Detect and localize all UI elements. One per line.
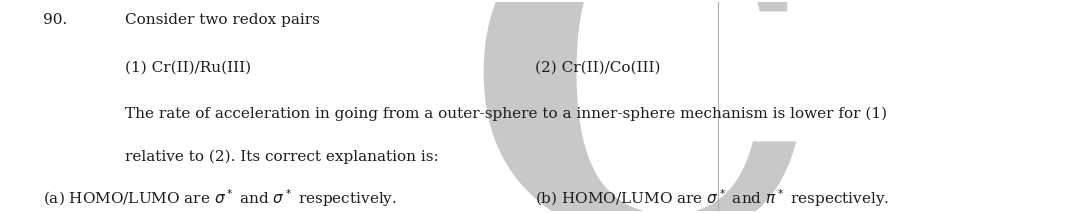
Text: relative to (2). Its correct explanation is:: relative to (2). Its correct explanation… [125,149,439,164]
Text: (2) Cr(II)/Co(III): (2) Cr(II)/Co(III) [535,60,660,75]
Text: Consider two redox pairs: Consider two redox pairs [125,13,320,27]
Text: (1) Cr(II)/Ru(III): (1) Cr(II)/Ru(III) [125,60,252,75]
Text: The rate of acceleration in going from a outer-sphere to a inner-sphere mechanis: The rate of acceleration in going from a… [125,106,888,121]
Text: 90.: 90. [42,13,67,27]
Text: C: C [464,0,818,213]
Text: (a) HOMO/LUMO are $\mathit{\sigma}^*$ and $\mathit{\sigma}^*$ respectively.: (a) HOMO/LUMO are $\mathit{\sigma}^*$ an… [42,187,397,209]
Text: (b) HOMO/LUMO are $\mathit{\sigma}^*$ and $\mathit{\pi}^*$ respectively.: (b) HOMO/LUMO are $\mathit{\sigma}^*$ an… [535,187,890,209]
